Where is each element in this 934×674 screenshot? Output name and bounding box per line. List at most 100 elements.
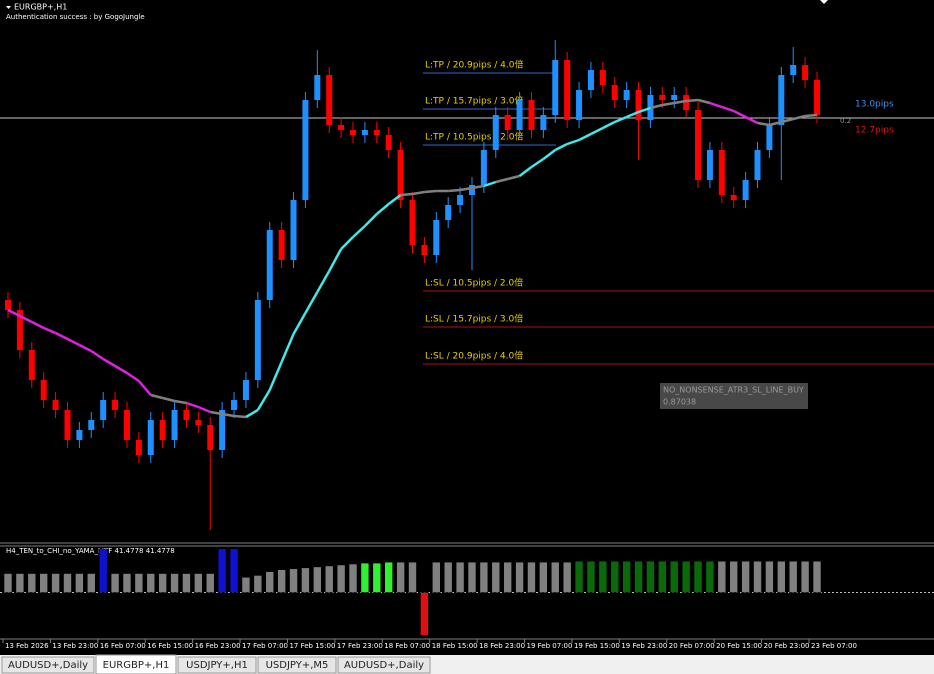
ma-segment (638, 106, 651, 114)
candle-body (623, 90, 630, 100)
tab[interactable] (177, 656, 257, 674)
indicator-bar (98, 548, 108, 593)
indicator-bar (527, 561, 536, 593)
candle-body (564, 60, 571, 120)
candle-body (159, 420, 166, 440)
tab[interactable] (337, 656, 431, 674)
ma-segment (626, 110, 640, 119)
ma-segment (387, 194, 402, 205)
time-label: 20 Feb 23:00 (764, 642, 810, 650)
shift-marker (820, 0, 828, 4)
indicator-bar (289, 568, 298, 593)
ma-segment (328, 248, 343, 272)
ma-segment (174, 399, 187, 405)
ma-segment (245, 408, 259, 419)
indicator-bar (574, 560, 584, 593)
tab-label[interactable]: AUDUSD+,Daily (8, 660, 88, 671)
indicator-bar (372, 562, 382, 593)
ma-segment (554, 142, 568, 152)
time-label: 19 Feb 23:00 (621, 642, 667, 650)
level-label: L:TP / 15.7pips / 3.0倍 (425, 95, 523, 107)
ma-segment (590, 126, 604, 136)
indicator-bar (146, 573, 156, 593)
indicator-bar (63, 573, 72, 593)
indicator-bar (39, 573, 48, 593)
candle-body (195, 420, 202, 425)
candle-body (16, 310, 23, 350)
indicator-bar (265, 571, 275, 593)
tab[interactable] (95, 654, 177, 674)
indicator-bar (717, 560, 727, 593)
candle-body (242, 380, 249, 400)
ma-segment (709, 101, 723, 109)
indicator-bar (491, 561, 501, 593)
candle-body (802, 65, 809, 80)
indicator-bar (539, 561, 548, 593)
ma-segment (662, 101, 675, 107)
candle-body (706, 150, 713, 180)
time-label: 13 Feb 2026 (5, 642, 49, 650)
candle-body (814, 80, 820, 115)
ma-segment (697, 98, 711, 105)
candle-body (730, 195, 737, 200)
ma-segment (364, 213, 378, 227)
candle-body (5, 300, 11, 310)
ma-segment (674, 99, 687, 105)
indicator-bar (693, 560, 703, 593)
tab-label[interactable]: USDJPY+,M5 (266, 660, 329, 671)
ma-segment (733, 109, 747, 119)
tab[interactable] (257, 656, 337, 674)
candle-body (468, 185, 475, 195)
indicator-bar (86, 573, 96, 593)
ma-segment (471, 184, 485, 190)
ma-segment (518, 166, 533, 177)
ma-segment (412, 190, 425, 196)
menu-arrow[interactable] (6, 6, 11, 9)
indicator-bar (110, 573, 120, 593)
ma-segment (530, 157, 545, 169)
tab-label[interactable]: USDJPY+,H1 (186, 660, 248, 671)
candle-body (457, 195, 464, 205)
indicator-bar (182, 573, 191, 593)
indicator-bar (170, 573, 179, 593)
candle-body (718, 150, 725, 195)
indicator-bar (503, 561, 512, 593)
tab-label[interactable]: AUDUSD+,Daily (344, 660, 424, 671)
candle-body (183, 410, 190, 420)
time-label: 16 Feb 07:00 (100, 642, 146, 650)
indicator-bar (777, 560, 786, 593)
ma-segment (721, 105, 735, 113)
indicator-bar (610, 560, 620, 593)
indicator-bar (812, 560, 822, 593)
tab[interactable] (1, 656, 95, 674)
candle-body (576, 90, 583, 120)
time-label: 23 Feb 07:00 (811, 642, 857, 650)
indicator-bar (800, 560, 810, 593)
indicator-bar (431, 561, 441, 593)
ma-segment (7, 308, 21, 318)
indicator-bar (598, 560, 608, 593)
level-label: L:SL / 10.5pips / 2.0倍 (425, 277, 523, 289)
level-label: L:SL / 15.7pips / 3.0倍 (425, 313, 523, 325)
ma-segment (137, 380, 152, 396)
tab-label[interactable]: EURGBP+,H1 (103, 660, 170, 671)
indicator-bar (324, 565, 334, 593)
candle-body (790, 65, 797, 75)
indicator-bar (313, 566, 322, 593)
indicator-bar (134, 573, 144, 593)
candle-body (754, 150, 761, 180)
indicator-bar (562, 561, 572, 593)
indicator-bar (301, 567, 310, 593)
candle-body (135, 440, 142, 455)
ma-segment (578, 132, 592, 142)
indicator-bar (681, 560, 691, 593)
indicator-bar (753, 560, 762, 593)
candle-body (123, 410, 130, 440)
candle-body (361, 130, 368, 135)
candle-body (445, 205, 452, 220)
indicator-bar (741, 560, 750, 593)
ma-segment (686, 98, 699, 103)
indicator-bar (336, 564, 346, 593)
candle-body (266, 230, 273, 300)
